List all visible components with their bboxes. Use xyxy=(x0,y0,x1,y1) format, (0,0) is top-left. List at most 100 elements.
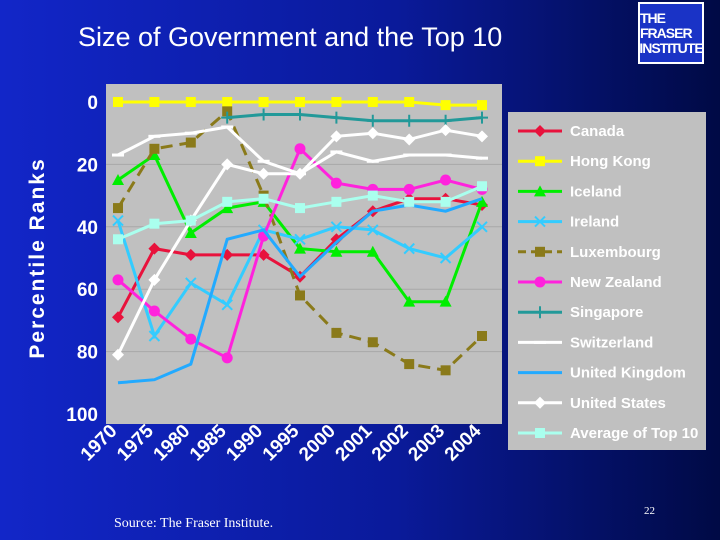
data-point xyxy=(403,133,416,146)
data-point xyxy=(403,242,415,255)
x-tick-label: 1980 xyxy=(150,421,195,466)
legend-marker xyxy=(534,276,546,288)
slide-title: Size of Government and the Top 10 xyxy=(78,22,503,52)
legend-label: New Zealand xyxy=(570,274,662,291)
legend-label: Average of Top 10 xyxy=(570,425,698,442)
series-united-kingdom xyxy=(117,197,483,385)
legend-marker xyxy=(534,125,546,137)
data-point xyxy=(148,242,161,255)
data-point xyxy=(477,181,487,192)
data-point xyxy=(366,114,379,127)
data-point xyxy=(476,111,488,124)
source-note: Source: The Fraser Institute. xyxy=(114,516,274,531)
data-point xyxy=(404,359,415,370)
series-new-zealand xyxy=(112,143,488,364)
series-hong-kong xyxy=(113,97,487,111)
data-point xyxy=(366,127,379,140)
data-point xyxy=(476,195,488,207)
data-point xyxy=(439,124,452,137)
data-point xyxy=(148,273,161,286)
legend-label: Luxembourg xyxy=(570,244,661,261)
y-tick-label: 40 xyxy=(77,218,98,239)
data-point xyxy=(440,196,451,207)
data-point xyxy=(185,333,197,345)
legend-label: Switzerland xyxy=(570,334,653,351)
data-point xyxy=(403,114,416,127)
legend-marker xyxy=(534,306,546,319)
data-point xyxy=(112,311,124,324)
data-point xyxy=(184,227,197,239)
legend-marker xyxy=(535,246,545,257)
x-tick-label: 1985 xyxy=(186,420,231,465)
data-point xyxy=(403,295,416,307)
data-point xyxy=(476,130,488,143)
data-point xyxy=(367,337,378,348)
data-point xyxy=(330,245,343,257)
legend-marker xyxy=(534,185,546,197)
data-point xyxy=(257,248,270,261)
data-point xyxy=(113,97,123,107)
data-point xyxy=(440,174,452,186)
x-tick-label: 2001 xyxy=(332,420,377,465)
data-point xyxy=(439,252,452,264)
x-tick-label: 1995 xyxy=(259,420,304,465)
data-point xyxy=(257,167,270,180)
data-point xyxy=(295,290,305,301)
data-point xyxy=(112,274,124,286)
legend-marker xyxy=(534,215,546,228)
data-point xyxy=(149,97,160,107)
data-point xyxy=(440,365,451,376)
data-point xyxy=(330,177,342,189)
y-tick-label: 100 xyxy=(66,405,98,426)
legend-label: Iceland xyxy=(570,183,622,200)
legend-marker xyxy=(535,428,545,438)
data-point xyxy=(331,97,342,107)
data-point xyxy=(149,143,160,154)
data-point xyxy=(222,196,233,207)
data-point xyxy=(367,190,378,201)
data-point xyxy=(222,97,233,107)
logo-line-1: THE FRASER xyxy=(640,9,693,41)
data-point xyxy=(294,242,306,254)
data-point xyxy=(294,167,306,180)
series-average-of-top-10 xyxy=(113,181,487,245)
data-point xyxy=(257,108,270,121)
y-tick-label: 80 xyxy=(77,343,98,364)
data-point xyxy=(221,352,233,364)
data-point xyxy=(148,149,161,161)
data-point xyxy=(404,196,415,207)
data-point xyxy=(221,202,234,214)
y-tick-label: 60 xyxy=(77,280,98,301)
data-point xyxy=(113,234,123,245)
legend-marker xyxy=(534,396,546,409)
data-point xyxy=(258,97,269,107)
data-point xyxy=(330,221,343,233)
y-tick-label: 0 xyxy=(87,93,98,114)
data-point xyxy=(295,97,305,107)
data-point xyxy=(403,183,415,195)
y-axis-label: Percentile Ranks xyxy=(26,157,49,358)
x-tick-label: 1970 xyxy=(77,421,122,466)
data-point xyxy=(440,100,451,111)
legend-label: Ireland xyxy=(570,214,619,231)
series-singapore xyxy=(221,108,488,127)
data-point xyxy=(148,330,161,342)
data-point xyxy=(112,214,124,227)
data-point xyxy=(258,193,269,204)
data-point xyxy=(331,327,342,338)
page-number: 22 xyxy=(644,505,655,517)
data-point xyxy=(366,245,379,257)
data-point xyxy=(185,137,196,148)
data-point xyxy=(185,215,196,226)
logo-line-2: INSTITUTE xyxy=(639,39,703,56)
data-point xyxy=(221,299,233,311)
data-point xyxy=(294,233,306,245)
data-point xyxy=(294,108,306,121)
data-point xyxy=(404,97,415,107)
data-point xyxy=(294,143,306,155)
data-point xyxy=(477,100,487,111)
data-point xyxy=(185,277,197,289)
data-point xyxy=(439,295,452,307)
data-point xyxy=(295,203,305,214)
data-point xyxy=(112,348,124,361)
